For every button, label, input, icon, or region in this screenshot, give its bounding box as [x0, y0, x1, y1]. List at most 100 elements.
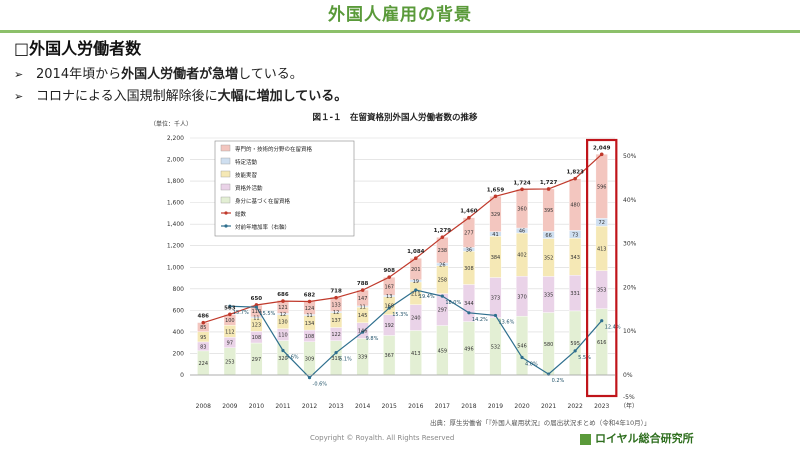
segment-value-label: 13: [386, 294, 392, 300]
segment-value-label: 97: [227, 341, 233, 347]
growth-point: [334, 351, 338, 355]
growth-value-label: 13.6%: [498, 319, 514, 325]
segment-value-label: 66: [545, 233, 551, 239]
legend-label: 対前年増加率（右軸）: [235, 223, 290, 231]
legend-swatch: [220, 183, 231, 191]
segment-value-label: 616: [597, 340, 607, 346]
segment-value-label: 297: [438, 308, 448, 314]
growth-value-label: 4.0%: [525, 361, 538, 367]
y-tick-label: 1,600: [167, 200, 184, 207]
y2-tick-label: 20%: [623, 284, 637, 291]
growth-value-label: -0.6%: [313, 382, 328, 388]
segment-value-label: 319: [331, 356, 341, 362]
segment-value-label: 308: [464, 266, 474, 272]
growth-value-label: 15.5%: [259, 311, 275, 317]
segment-value-label: 532: [491, 344, 501, 350]
growth-value-label: 9.8%: [366, 336, 379, 342]
segment-value-label: 352: [544, 255, 554, 261]
segment-value-label: 384: [491, 255, 501, 261]
growth-point: [387, 306, 391, 310]
segment-value-label: 370: [517, 294, 527, 300]
segment-value-label: 459: [438, 348, 448, 354]
y2-tick-label: 30%: [623, 241, 637, 248]
total-point: [467, 215, 471, 220]
title-underline: [0, 30, 800, 33]
x-tick-label: 2022: [568, 403, 583, 410]
segment-value-label: 168: [384, 304, 394, 310]
growth-point: [307, 376, 312, 380]
segment-value-label: 19: [413, 279, 419, 285]
total-value-label: 908: [383, 268, 395, 274]
unit-label: （単位：千人）: [150, 120, 192, 128]
total-value-label: 1,823: [566, 170, 584, 176]
slide-title-text: 外国人雇用の背景: [328, 5, 472, 25]
segment-value-label: 413: [411, 351, 421, 357]
segment-value-label: 167: [384, 284, 394, 290]
segment-value-label: 546: [517, 344, 527, 350]
total-point: [334, 295, 338, 300]
bullet-list: ➢ 2014年頃から外国人労働者が急増している。 ➢ コロナによる入国規制解除後に大…: [14, 64, 347, 108]
y-tick-label: 1,000: [167, 264, 184, 271]
segment-value-label: 130: [278, 320, 288, 326]
legend-marker: [224, 211, 228, 215]
total-value-label: 1,724: [513, 180, 531, 186]
segment-value-label: 11: [253, 316, 259, 322]
growth-point: [467, 311, 471, 315]
growth-point: [228, 304, 232, 308]
segment-value-label: 596: [597, 184, 607, 190]
total-point: [599, 152, 604, 157]
segment-value-label: 122: [331, 332, 341, 338]
segment-value-label: 320: [278, 356, 288, 362]
segment-value-label: 110: [252, 309, 262, 315]
segment-value-label: 83: [200, 344, 206, 350]
growth-point: [281, 348, 285, 353]
total-point: [520, 187, 524, 192]
segment-value-label: 413: [597, 246, 607, 252]
total-point: [307, 299, 312, 304]
legend-label: 資格外活動: [235, 184, 263, 192]
brand-logo: ロイヤル総合研究所: [580, 430, 694, 446]
x-tick-label: 2020: [514, 403, 529, 410]
bullet-text-pre: 2014年頃から: [36, 67, 122, 82]
segment-value-label: 147: [358, 296, 368, 302]
y-tick-label: 1,200: [167, 243, 184, 250]
total-point: [360, 288, 365, 292]
total-point: [281, 299, 285, 303]
chart-title: 図１-１ 在留資格別外国人労働者数の推移: [312, 112, 478, 123]
segment-value-label: 224: [199, 361, 209, 367]
x-tick-label: 2014: [355, 403, 370, 410]
segment-value-label: 331: [570, 291, 580, 297]
x-tick-label: 2019: [488, 403, 503, 410]
segment-value-label: 297: [252, 357, 262, 363]
legend-swatch: [220, 144, 231, 152]
growth-point: [493, 313, 498, 318]
segment-value-label: 240: [411, 316, 421, 322]
brand-name: ロイヤル総合研究所: [595, 432, 694, 445]
segment-value-label: 46: [519, 229, 525, 235]
segment-value-label: 258: [438, 278, 448, 284]
y-tick-label: 0: [180, 372, 184, 379]
total-point: [201, 320, 206, 325]
total-point: [573, 176, 577, 181]
total-point: [440, 235, 445, 240]
total-point: [387, 275, 392, 279]
segment-value-label: 343: [570, 255, 580, 261]
segment-value-label: 496: [464, 346, 474, 352]
total-value-label: 2,049: [593, 145, 611, 151]
y2-tick-label: 10%: [623, 328, 637, 335]
legend-swatch: [220, 196, 231, 204]
total-series-line: [203, 153, 603, 324]
segment-value-label: 95: [200, 335, 206, 341]
x-tick-label: 2023: [594, 403, 609, 410]
segment-value-label: 134: [305, 321, 315, 327]
bullet-item: ➢ コロナによる入国規制解除後に大幅に増加している。: [14, 86, 347, 108]
legend-marker: [224, 224, 228, 228]
total-value-label: 686: [277, 292, 289, 298]
y-tick-label: 2,200: [167, 135, 184, 142]
section-heading: □外国人労働者数: [14, 39, 142, 58]
growth-value-label: 5.5%: [578, 355, 591, 361]
total-value-label: 788: [357, 281, 369, 287]
segment-value-label: 402: [517, 253, 527, 259]
slide-title: 外国人雇用の背景: [0, 0, 800, 30]
segment-value-label: 121: [278, 305, 288, 311]
